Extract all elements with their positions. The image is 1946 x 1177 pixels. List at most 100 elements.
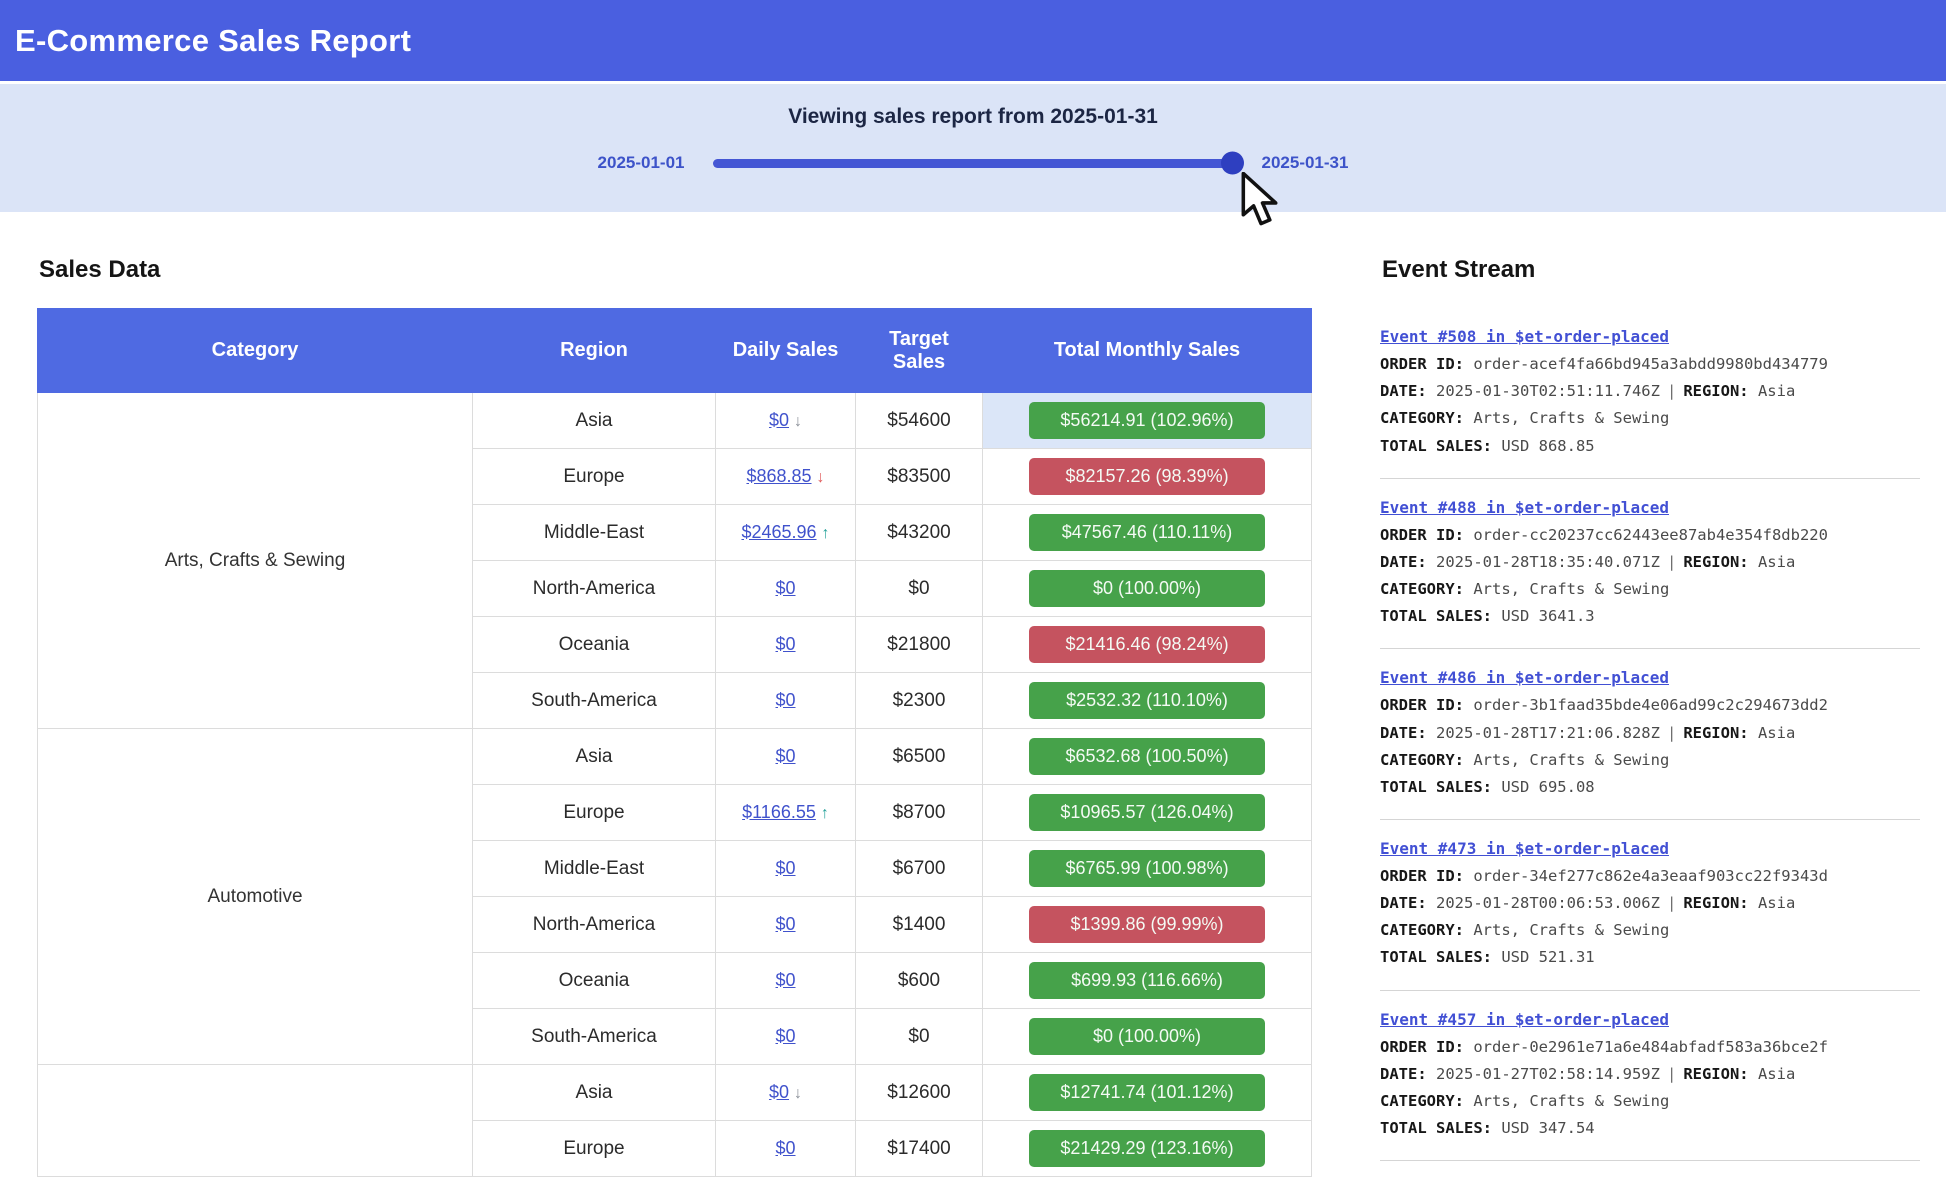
event-link[interactable]: Event #473 in $et-order-placed xyxy=(1380,838,1669,858)
event-item: Event #457 in $et-order-placed ORDER ID: … xyxy=(1380,991,1920,1162)
slider-caption: Viewing sales report from 2025-01-31 xyxy=(788,105,1158,128)
event-date-region-line: DATE: 2025-01-28T00:06:53.006Z | REGION: A… xyxy=(1380,894,1796,913)
separator: | xyxy=(1666,552,1677,571)
event-date-region-line: DATE: 2025-01-28T18:35:40.071Z | REGION: A… xyxy=(1380,552,1796,571)
monthly-sales-cell: $0 (100.00%) xyxy=(982,560,1312,617)
category-label: CATEGORY: xyxy=(1380,409,1464,428)
event-item: Event #486 in $et-order-placed ORDER ID: … xyxy=(1380,649,1920,820)
monthly-sales-cell: $699.93 (116.66%) xyxy=(982,952,1312,1009)
daily-sales-link[interactable]: $0 xyxy=(768,409,790,430)
slider-thumb[interactable] xyxy=(1220,151,1244,175)
table-row: Arts, Crafts & Sewing Asia $0 ↓ $54600 $56214… xyxy=(37,392,1312,729)
separator: | xyxy=(1666,1064,1677,1083)
trend-down-icon: ↓ xyxy=(794,1084,803,1102)
event-date-region-line: DATE: 2025-01-28T17:21:06.828Z | REGION: A… xyxy=(1380,723,1796,742)
daily-sales-cell: $868.85 ↓ xyxy=(715,448,856,505)
order-id-label: ORDER ID: xyxy=(1380,867,1464,885)
daily-sales-link[interactable]: $1166.55 xyxy=(742,801,816,822)
monthly-sales-badge: $0 (100.00%) xyxy=(1029,1018,1265,1055)
total-sales-label: TOTAL SALES: xyxy=(1380,436,1492,455)
sales-data-heading: Sales Data xyxy=(39,256,161,283)
daily-sales-cell: $0 xyxy=(715,952,856,1009)
event-link[interactable]: Event #457 in $et-order-placed xyxy=(1380,1009,1669,1029)
monthly-sales-cell: $6765.99 (100.98%) xyxy=(982,840,1312,897)
monthly-sales-badge: $21429.29 (123.16%) xyxy=(1029,1130,1265,1167)
daily-sales-link[interactable]: $0 xyxy=(775,633,796,654)
event-title: Event #508 in $et-order-placed xyxy=(1380,323,1920,351)
region-label: REGION: xyxy=(1683,894,1749,913)
monthly-sales-badge: $12741.74 (101.12%) xyxy=(1029,1074,1265,1111)
date-label: DATE: xyxy=(1380,894,1427,913)
monthly-sales-badge: $2532.32 (110.10%) xyxy=(1029,682,1265,719)
daily-sales-link[interactable]: $0 xyxy=(768,1081,790,1102)
target-sales-cell: $2300 xyxy=(855,672,983,729)
daily-sales-link[interactable]: $0 xyxy=(775,857,796,878)
daily-sales-link[interactable]: $0 xyxy=(775,969,796,990)
event-link[interactable]: Event #508 in $et-order-placed xyxy=(1380,327,1669,346)
trend-up-icon: ↑ xyxy=(821,524,830,542)
table-header-row: Category Region Daily Sales Target Sales… xyxy=(37,308,1312,393)
category-cell xyxy=(37,1064,473,1177)
daily-sales-link[interactable]: $0 xyxy=(775,745,796,766)
trend-up-icon: ↑ xyxy=(820,804,829,822)
region-cell: South-America xyxy=(472,672,716,729)
event-stream-heading: Event Stream xyxy=(1382,256,1536,283)
daily-sales-link[interactable]: $0 xyxy=(775,577,796,598)
total-sales-label: TOTAL SALES: xyxy=(1380,607,1492,626)
trend-down-icon: ↓ xyxy=(794,412,803,430)
target-sales-cell: $8700 xyxy=(855,784,983,841)
event-order-id-line: ORDER ID: order-cc20237cc62443ee87ab4e35… xyxy=(1380,525,1828,544)
table-row: Europe $0 $17400 $21429.29 (123.16%) xyxy=(38,1120,1312,1177)
region-cell: Europe xyxy=(472,448,716,505)
table-row: Middle-East $2465.96 ↑ $43200 $47567.46 (110… xyxy=(38,504,1312,561)
monthly-sales-cell: $10965.57 (126.04%) xyxy=(982,784,1312,841)
category-label: CATEGORY: xyxy=(1380,1091,1464,1110)
event-category-line: CATEGORY: Arts, Crafts & Sewing xyxy=(1380,750,1670,769)
monthly-sales-badge: $21416.46 (98.24%) xyxy=(1029,626,1265,663)
sales-data-panel: Sales Data Category Region Daily Sales T… xyxy=(37,212,1312,1177)
date-range-slider[interactable] xyxy=(712,151,1244,175)
target-sales-cell: $21800 xyxy=(855,616,983,673)
target-sales-cell: $600 xyxy=(855,952,983,1009)
region-label: REGION: xyxy=(1683,552,1749,571)
region-cell: Oceania xyxy=(472,952,716,1009)
daily-sales-cell: $0 ↓ xyxy=(715,392,856,449)
column-header-region: Region xyxy=(472,308,716,393)
daily-sales-link[interactable]: $868.85 xyxy=(746,465,812,486)
separator: | xyxy=(1666,723,1677,742)
target-sales-cell: $54600 xyxy=(855,392,983,449)
daily-sales-link[interactable]: $0 xyxy=(775,913,796,934)
event-stream-panel: Event Stream Event #508 in $et-order-pla… xyxy=(1380,212,1920,1177)
daily-sales-link[interactable]: $0 xyxy=(775,1025,796,1046)
target-sales-cell: $1400 xyxy=(855,896,983,953)
event-item: Event #473 in $et-order-placed ORDER ID: … xyxy=(1380,820,1920,991)
sales-table-body: Arts, Crafts & Sewing Asia $0 ↓ $54600 $56214… xyxy=(37,392,1312,1177)
daily-sales-link[interactable]: $0 xyxy=(775,689,796,710)
daily-sales-cell: $0 xyxy=(715,896,856,953)
mouse-cursor-icon xyxy=(1240,171,1282,233)
monthly-sales-badge: $10965.57 (126.04%) xyxy=(1029,794,1265,831)
monthly-sales-cell: $21416.46 (98.24%) xyxy=(982,616,1312,673)
monthly-sales-cell: $21429.29 (123.16%) xyxy=(982,1120,1312,1177)
daily-sales-cell: $0 xyxy=(715,672,856,729)
total-sales-label: TOTAL SALES: xyxy=(1380,1119,1492,1137)
region-cell: Middle-East xyxy=(472,504,716,561)
event-link[interactable]: Event #488 in $et-order-placed xyxy=(1380,497,1669,517)
table-row: Middle-East $0 $6700 $6765.99 (100.98%) xyxy=(38,840,1312,897)
region-cell: Asia xyxy=(472,392,716,449)
daily-sales-link[interactable]: $0 xyxy=(775,1137,796,1158)
main-content: Sales Data Category Region Daily Sales T… xyxy=(0,212,1946,1177)
date-label: DATE: xyxy=(1380,723,1427,742)
total-sales-label: TOTAL SALES: xyxy=(1380,948,1492,967)
daily-sales-link[interactable]: $2465.96 xyxy=(741,521,817,542)
total-sales-label: TOTAL SALES: xyxy=(1380,777,1492,796)
event-total-sales-line: TOTAL SALES: USD 695.08 xyxy=(1380,777,1595,796)
column-header-target-sales: Target Sales xyxy=(855,308,983,393)
event-date-region-line: DATE: 2025-01-27T02:58:14.959Z | REGION: A… xyxy=(1380,1064,1796,1083)
region-cell: North-America xyxy=(472,560,716,617)
daily-sales-cell: $0 xyxy=(715,1008,856,1065)
monthly-sales-cell: $12741.74 (101.12%) xyxy=(982,1064,1312,1121)
region-cell: South-America xyxy=(472,1008,716,1065)
target-sales-cell: $6500 xyxy=(855,728,983,785)
event-link[interactable]: Event #486 in $et-order-placed xyxy=(1380,668,1669,688)
